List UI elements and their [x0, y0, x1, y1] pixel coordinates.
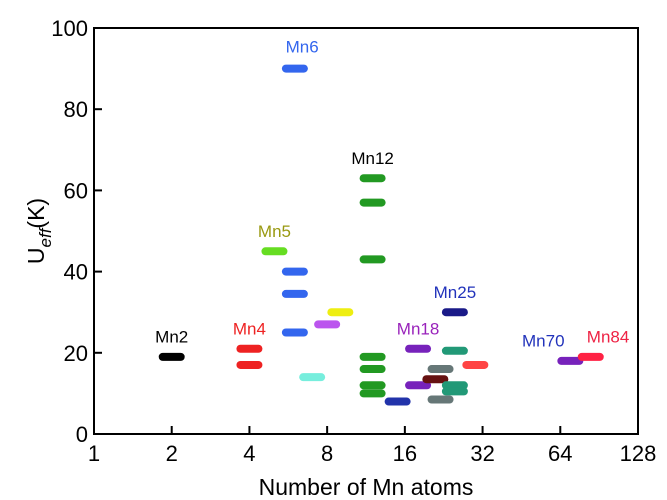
data-bar	[359, 198, 386, 207]
data-bar	[441, 308, 468, 317]
data-bar	[236, 344, 263, 353]
data-bar	[314, 320, 341, 329]
data-bar	[236, 360, 263, 369]
y-tick-label: 40	[64, 260, 88, 285]
data-bar	[359, 352, 386, 361]
plot-frame	[93, 27, 639, 435]
annotation-label: Mn6	[286, 37, 319, 56]
x-axis-title: Number of Mn atoms	[259, 474, 474, 500]
data-bar	[359, 381, 386, 390]
data-bar	[281, 289, 308, 298]
x-tick-label: 16	[393, 441, 417, 466]
annotation-label: Mn84	[587, 328, 630, 347]
data-bar	[281, 64, 308, 73]
data-bar	[359, 174, 386, 183]
y-tick-label: 80	[64, 97, 88, 122]
x-tick-label: 64	[548, 441, 572, 466]
data-bar	[441, 346, 468, 355]
x-tick-label: 1	[88, 441, 100, 466]
y-tick-label: 0	[76, 422, 88, 447]
y-tick-label: 20	[64, 341, 88, 366]
annotation-label: Mn12	[351, 149, 394, 168]
data-bar	[384, 397, 411, 406]
data-bar	[405, 344, 432, 353]
x-tick-label: 4	[243, 441, 255, 466]
data-bar	[427, 365, 454, 374]
data-bar	[441, 387, 468, 396]
x-tick-label: 32	[470, 441, 494, 466]
data-bar	[299, 373, 326, 382]
data-bar	[427, 395, 454, 404]
annotation-label: Mn2	[155, 328, 188, 347]
annotation-label: Mn18	[397, 320, 440, 339]
x-tick-label: 2	[166, 441, 178, 466]
data-bar	[441, 381, 468, 390]
annotation-label: Mn5	[258, 222, 291, 241]
data-bar	[462, 360, 489, 369]
data-bar	[405, 381, 432, 390]
y-axis-title: Ueff(K)	[23, 198, 55, 264]
y-tick-label: 60	[64, 178, 88, 203]
data-bar	[281, 328, 308, 337]
data-bar	[557, 356, 584, 365]
x-tick-label: 128	[620, 441, 657, 466]
data-bar	[422, 375, 449, 384]
data-bar	[261, 247, 288, 256]
x-tick-label: 8	[321, 441, 333, 466]
data-bar	[359, 389, 386, 398]
annotation-label: Mn70	[522, 332, 565, 351]
data-bar	[359, 255, 386, 264]
data-bar	[158, 352, 185, 361]
data-bar	[327, 308, 354, 317]
data-bar	[577, 352, 604, 361]
y-tick-label: 100	[51, 16, 88, 41]
data-bar	[281, 267, 308, 276]
annotation-label: Mn25	[434, 283, 477, 302]
data-bar	[359, 365, 386, 374]
annotation-label: Mn4	[233, 320, 266, 339]
